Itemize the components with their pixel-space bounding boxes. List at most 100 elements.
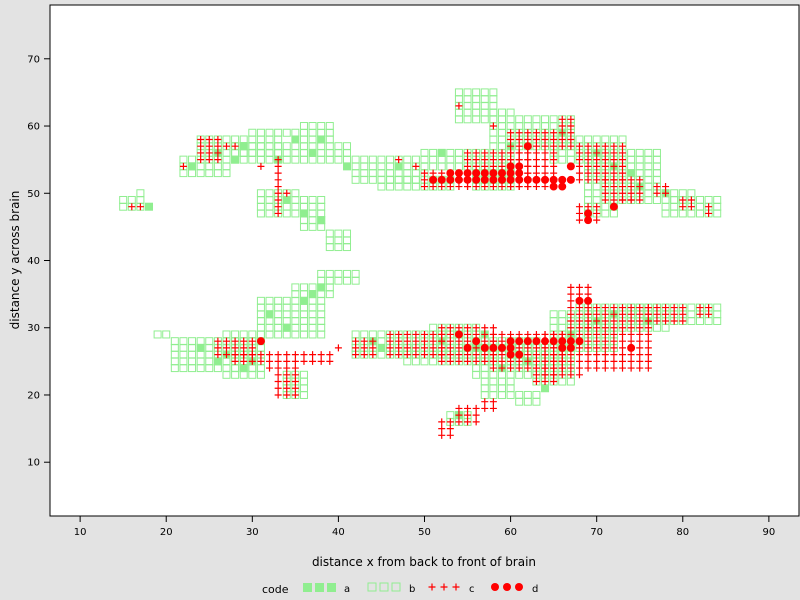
point-c-plus (248, 357, 256, 365)
point-b-open-square (695, 195, 704, 204)
point-c-plus (619, 317, 627, 325)
point-b-open-square (317, 269, 326, 278)
point-b-open-square (454, 148, 463, 157)
point-c-plus (507, 129, 515, 137)
point-c-plus (395, 156, 403, 164)
point-c-plus (464, 418, 472, 426)
point-c-plus (575, 364, 583, 372)
point-c-plus (541, 162, 549, 170)
point-c-plus (584, 357, 592, 365)
point-c-plus (524, 344, 532, 352)
point-c-plus (653, 310, 661, 318)
point-c-plus (205, 156, 213, 164)
point-c-plus (455, 411, 463, 419)
point-c-plus (481, 337, 489, 345)
point-b-open-square (377, 175, 386, 184)
point-c-plus (326, 351, 334, 359)
legend-label: c (469, 584, 475, 595)
point-d-filled-circle (558, 337, 567, 346)
point-c-plus (515, 357, 523, 365)
point-c-plus (593, 162, 601, 170)
point-b-open-square (377, 330, 386, 339)
point-c-plus (593, 351, 601, 359)
point-c-plus (291, 378, 299, 386)
point-c-plus (481, 398, 489, 406)
point-c-plus (274, 351, 282, 359)
point-d-filled-circle (463, 343, 472, 352)
point-c-plus (541, 142, 549, 150)
point-c-plus (274, 378, 282, 386)
point-c-plus (584, 169, 592, 177)
point-c-plus (532, 142, 540, 150)
point-d-filled-circle (532, 337, 541, 346)
point-c-plus (283, 357, 291, 365)
point-d-filled-circle (584, 216, 593, 225)
point-c-plus (627, 364, 635, 372)
point-b-open-square (652, 148, 661, 157)
point-c-plus (240, 357, 248, 365)
point-c-plus (601, 344, 609, 352)
point-c-plus (584, 156, 592, 164)
legend-label: d (532, 584, 538, 595)
point-c-plus (472, 183, 480, 191)
point-c-plus (567, 129, 575, 137)
point-d-filled-circle (609, 202, 618, 211)
point-c-plus (558, 135, 566, 143)
point-c-plus (558, 357, 566, 365)
point-c-plus (352, 351, 360, 359)
point-d-filled-circle (584, 209, 593, 218)
point-b-open-square (515, 115, 524, 124)
point-c-plus (429, 344, 437, 352)
point-c-plus (274, 364, 282, 372)
point-c-plus (567, 115, 575, 123)
point-c-plus (464, 357, 472, 365)
point-b-open-square (584, 189, 593, 198)
point-c-plus (593, 310, 601, 318)
point-d-filled-circle (541, 175, 550, 184)
point-c-plus (472, 149, 480, 157)
y-tick-label: 30 (27, 323, 40, 334)
point-c-plus (524, 364, 532, 372)
point-c-plus (507, 364, 515, 372)
point-d-filled-circle (489, 169, 498, 178)
point-c-plus (575, 169, 583, 177)
point-b-open-square (360, 155, 369, 164)
point-b-open-square (299, 195, 308, 204)
point-c-plus (593, 357, 601, 365)
point-c-plus (412, 351, 420, 359)
point-c-plus (619, 156, 627, 164)
point-d-filled-circle (437, 175, 446, 184)
point-c-plus (197, 142, 205, 150)
point-c-plus (627, 196, 635, 204)
plot-area (49, 4, 800, 517)
point-c-plus (550, 149, 558, 157)
point-b-open-square (532, 115, 541, 124)
point-c-plus (550, 129, 558, 137)
point-b-open-square (325, 122, 334, 131)
point-c-plus (317, 357, 325, 365)
point-d-filled-circle (566, 175, 575, 184)
point-c-plus (524, 357, 532, 365)
point-c-plus (524, 129, 532, 137)
point-c-plus (266, 351, 274, 359)
legend: code a b c d (262, 582, 538, 596)
point-c-plus (627, 324, 635, 332)
point-c-plus (662, 183, 670, 191)
point-c-plus (550, 169, 558, 177)
point-c-plus (627, 176, 635, 184)
point-c-plus (489, 364, 497, 372)
point-c-plus (515, 156, 523, 164)
point-c-plus (610, 156, 618, 164)
point-c-plus (309, 351, 317, 359)
point-a-filled-square (282, 195, 291, 204)
point-a-filled-square (213, 357, 222, 366)
point-c-plus (291, 391, 299, 399)
point-c-plus (550, 344, 558, 352)
point-b-open-square (411, 175, 420, 184)
point-d-filled-circle (480, 343, 489, 352)
point-c-plus (636, 344, 644, 352)
point-c-plus (489, 183, 497, 191)
point-d-filled-circle (480, 175, 489, 184)
point-c-plus (541, 183, 549, 191)
point-c-plus (653, 183, 661, 191)
